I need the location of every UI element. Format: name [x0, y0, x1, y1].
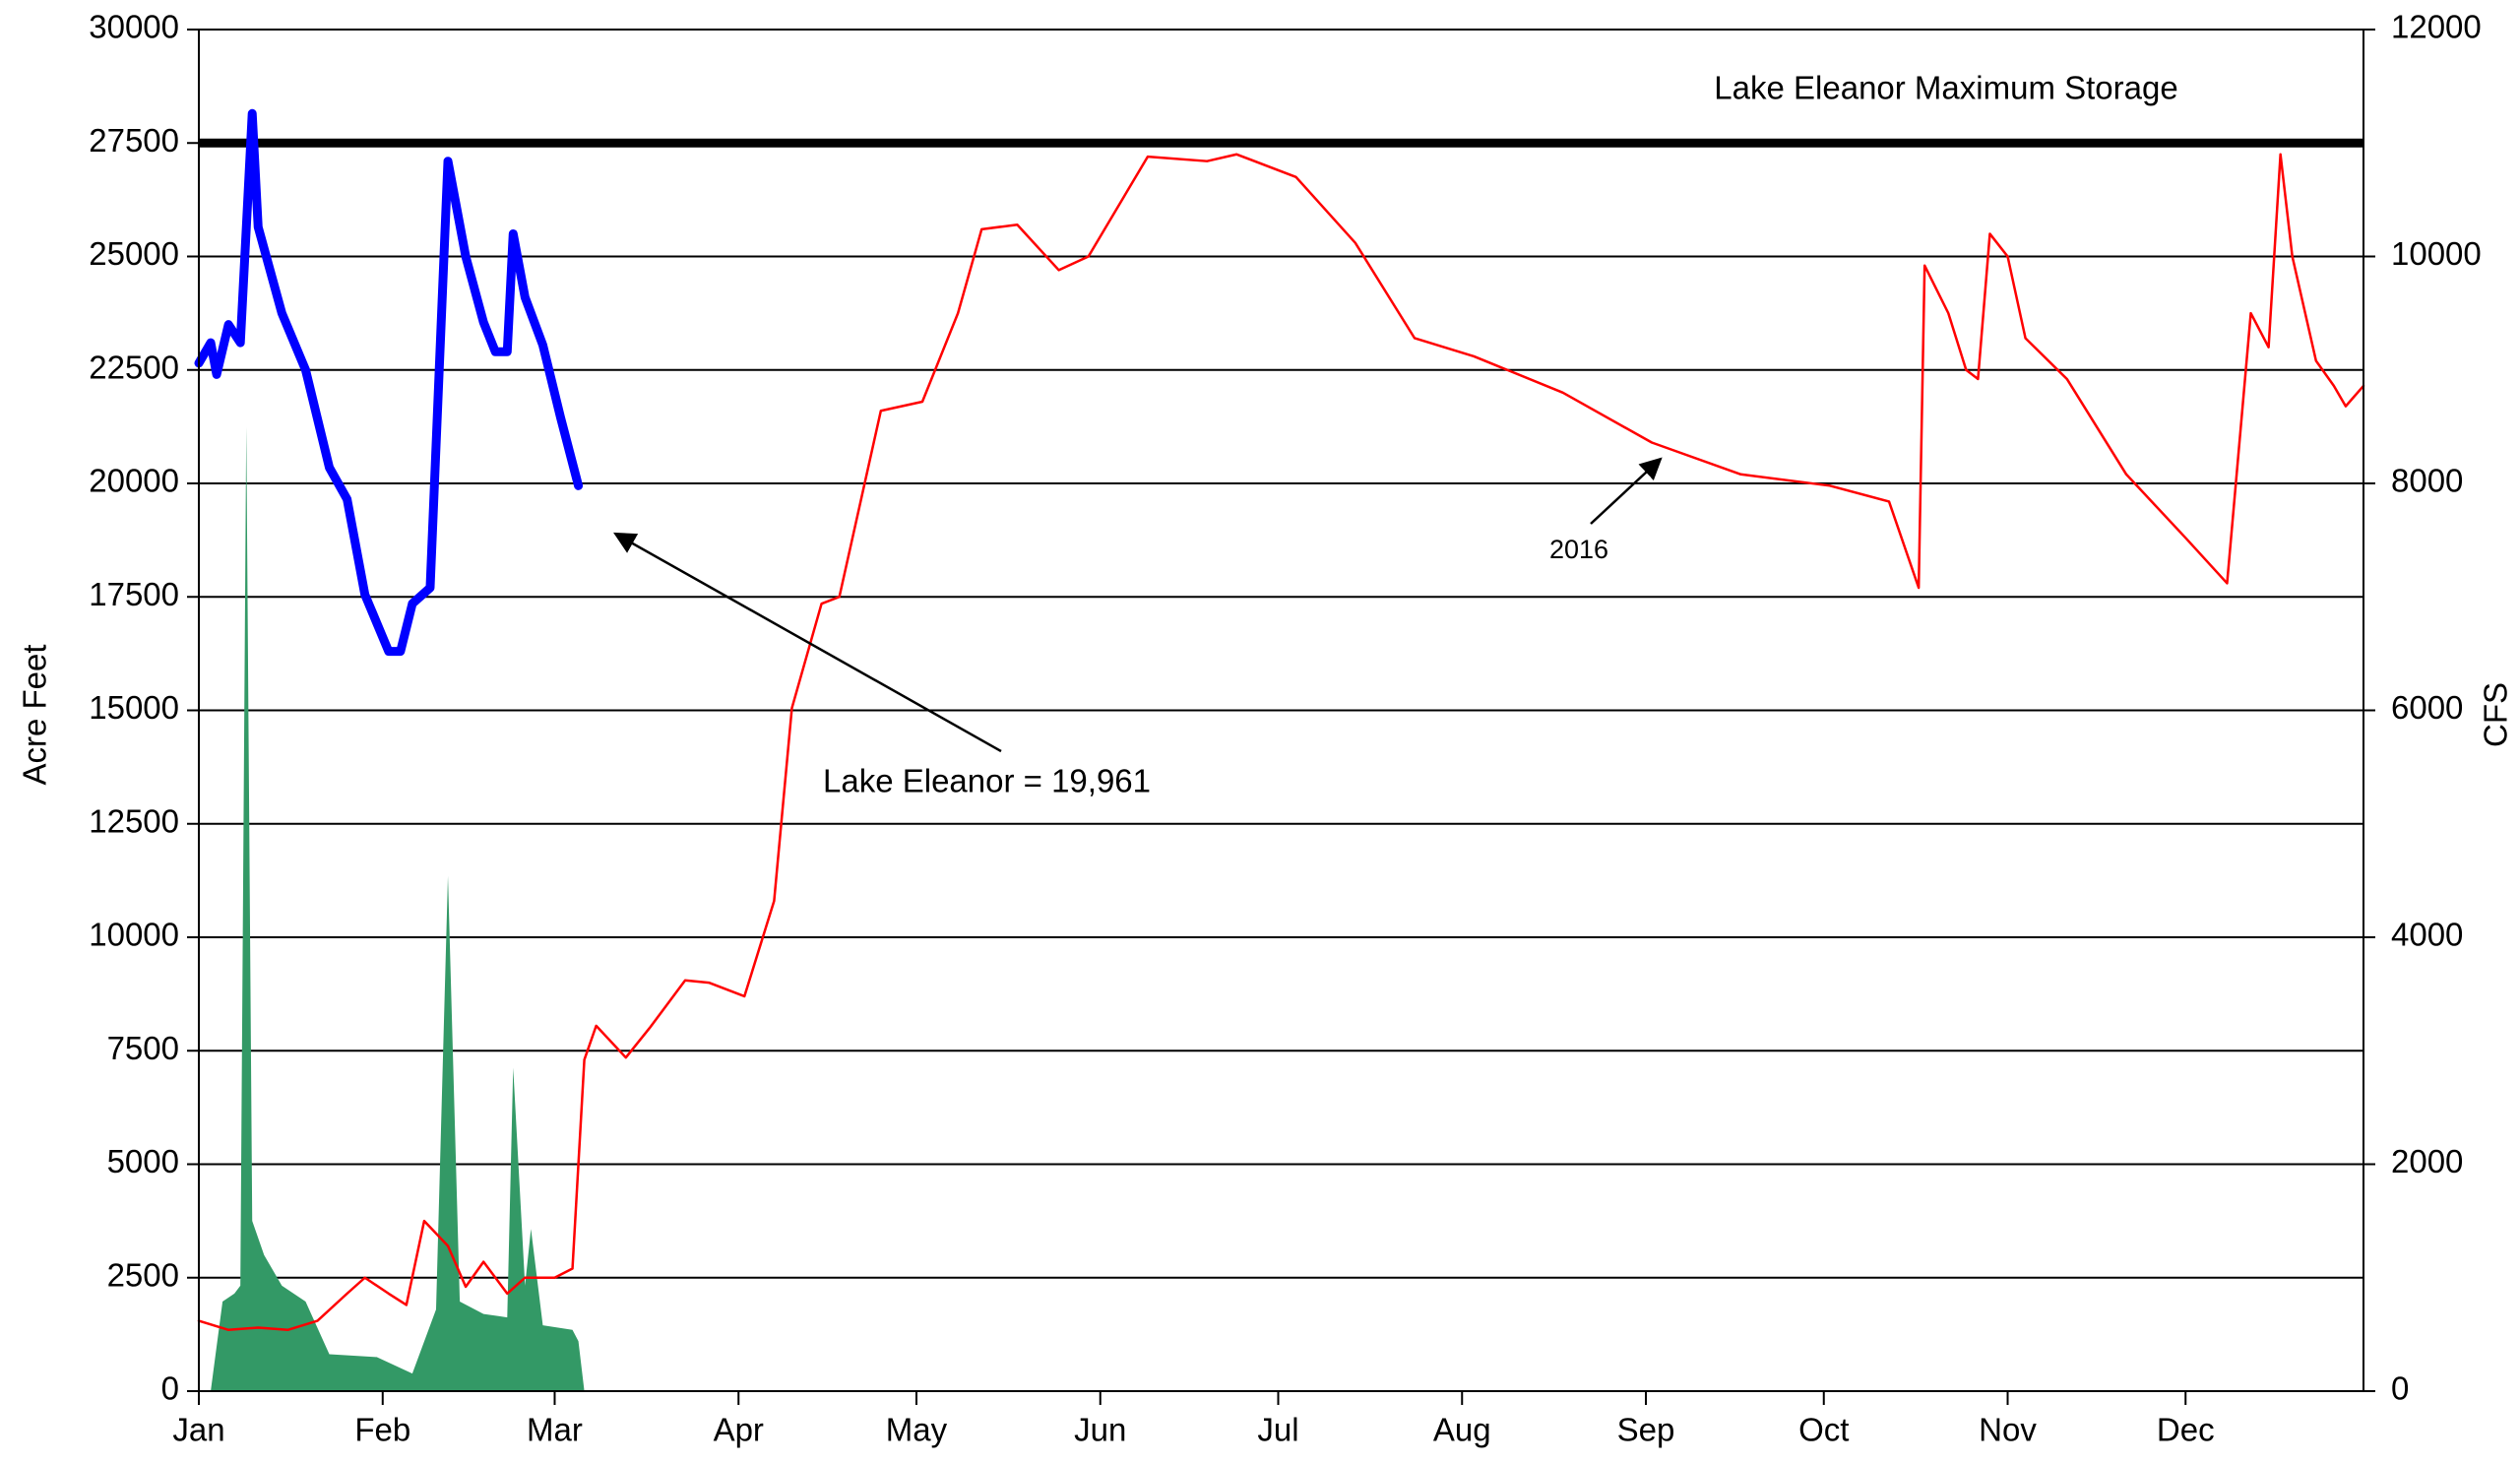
- annotation: Lake Eleanor Maximum Storage: [1714, 70, 2177, 106]
- x-tick-label: Dec: [2157, 1412, 2215, 1448]
- annotation-arrow: [1590, 457, 1663, 525]
- y2-tick-label: 12000: [2391, 9, 2482, 45]
- y-tick-label: 27500: [89, 122, 179, 159]
- axes: 0250050007500100001250015000175002000022…: [89, 9, 2482, 1448]
- y-tick-label: 20000: [89, 463, 179, 499]
- x-tick-label: Mar: [527, 1412, 583, 1448]
- y-tick-label: 7500: [107, 1030, 179, 1066]
- y-tick-label: 17500: [89, 576, 179, 612]
- y-axis-label: Acre Feet: [17, 644, 53, 785]
- y-tick-label: 12500: [89, 802, 179, 839]
- y-tick-label: 15000: [89, 689, 179, 726]
- x-tick-label: Apr: [714, 1412, 764, 1448]
- y-tick-label: 22500: [89, 349, 179, 385]
- y2-tick-label: 10000: [2391, 235, 2482, 272]
- y2-tick-label: 2000: [2391, 1143, 2463, 1179]
- x-tick-label: Jul: [1257, 1412, 1298, 1448]
- y2-tick-label: 4000: [2391, 917, 2463, 953]
- y2-tick-label: 8000: [2391, 463, 2463, 499]
- y-tick-label: 0: [161, 1370, 179, 1407]
- x-tick-label: Sep: [1617, 1412, 1675, 1448]
- flow-area: [211, 426, 585, 1391]
- x-tick-label: Jan: [172, 1412, 224, 1448]
- y2-tick-label: 6000: [2391, 689, 2463, 726]
- marks: [194, 108, 2365, 1391]
- x-tick-label: Aug: [1433, 1412, 1491, 1448]
- storage-line: [194, 108, 584, 657]
- annotation-arrow: [613, 532, 1002, 753]
- annotation: 2016: [1549, 535, 1608, 564]
- y2-tick-label: 0: [2391, 1370, 2409, 1407]
- x-tick-label: Oct: [1798, 1412, 1849, 1448]
- y-tick-label: 30000: [89, 9, 179, 45]
- y-tick-label: 5000: [107, 1143, 179, 1179]
- x-tick-label: Jun: [1074, 1412, 1126, 1448]
- x-tick-label: Nov: [1979, 1412, 2037, 1448]
- y2-axis-label: CFS: [2478, 682, 2514, 747]
- storage-line: [197, 153, 2365, 1332]
- x-tick-label: Feb: [354, 1412, 410, 1448]
- grid: [199, 29, 2363, 1392]
- y-tick-label: 2500: [107, 1256, 179, 1293]
- annotation: Lake Eleanor = 19,961: [823, 763, 1151, 799]
- y-tick-label: 10000: [89, 917, 179, 953]
- y-tick-label: 25000: [89, 235, 179, 272]
- x-tick-label: May: [886, 1412, 948, 1448]
